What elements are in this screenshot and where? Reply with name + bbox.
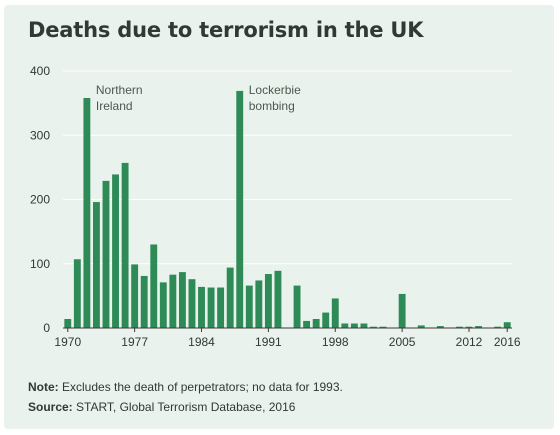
bar: [64, 319, 72, 328]
source-label: Source:: [28, 400, 73, 414]
x-tick-label: 1991: [255, 335, 282, 349]
x-tick-label: 2016: [494, 335, 521, 349]
bar: [475, 326, 483, 328]
y-tick-label: 300: [30, 128, 50, 142]
bar: [456, 326, 463, 328]
bar: [217, 287, 225, 328]
bar: [264, 274, 272, 328]
bar: [379, 326, 387, 328]
bar: [465, 326, 473, 328]
annotation-label: Lockerbie: [249, 83, 301, 97]
bar: [303, 320, 311, 328]
chart-title: Deaths due to terrorism in the UK: [28, 18, 424, 42]
bar: [341, 323, 349, 328]
bar: [112, 174, 119, 328]
bar: [494, 326, 502, 328]
x-tick-label: 2012: [456, 335, 483, 349]
bar: [121, 162, 129, 328]
bar: [150, 244, 158, 328]
bar: [178, 272, 186, 328]
x-tick-label: 1970: [54, 335, 81, 349]
annotation-label: bombing: [249, 99, 295, 113]
bar: [83, 97, 91, 328]
bar: [370, 326, 377, 328]
annotation-label: Northern: [96, 83, 143, 97]
annotation-label: Ireland: [96, 99, 133, 113]
note-text: Excludes the death of perpetrators; no d…: [58, 380, 343, 394]
y-tick-label: 200: [30, 193, 50, 207]
source-text: START, Global Terrorism Database, 2016: [72, 400, 296, 414]
bar: [360, 323, 368, 328]
bar: [255, 280, 263, 328]
bar: [236, 90, 244, 328]
bar: [274, 270, 282, 328]
bar: [417, 325, 425, 328]
bar: [92, 202, 100, 328]
bar: [312, 319, 320, 328]
bar: [322, 312, 330, 328]
bar: [102, 180, 110, 328]
y-tick-label: 100: [30, 257, 50, 271]
bar: [169, 274, 177, 328]
chart-footer: Note: Excludes the death of perpetrators…: [28, 377, 343, 417]
source-line: Source: START, Global Terrorism Database…: [28, 397, 343, 417]
note-label: Note:: [28, 380, 59, 394]
bar: [226, 267, 234, 328]
bar: [245, 285, 253, 328]
note-line: Note: Excludes the death of perpetrators…: [28, 377, 343, 397]
bar: [131, 264, 139, 328]
bar: [350, 323, 358, 328]
bar: [198, 286, 205, 328]
x-tick-label: 2005: [389, 335, 416, 349]
y-tick-label: 400: [30, 64, 50, 78]
x-tick-label: 1998: [322, 335, 349, 349]
x-tick-label: 1977: [121, 335, 148, 349]
bar: [503, 322, 511, 328]
bar: [188, 279, 196, 328]
y-tick-label: 0: [43, 321, 50, 335]
bar: [140, 275, 148, 328]
bar: [331, 298, 339, 328]
bar: [398, 293, 406, 328]
bar: [73, 259, 81, 328]
bar: [207, 287, 215, 328]
bar: [159, 282, 167, 328]
bar: [293, 285, 301, 328]
x-tick-label: 1984: [188, 335, 215, 349]
bar: [436, 326, 444, 328]
